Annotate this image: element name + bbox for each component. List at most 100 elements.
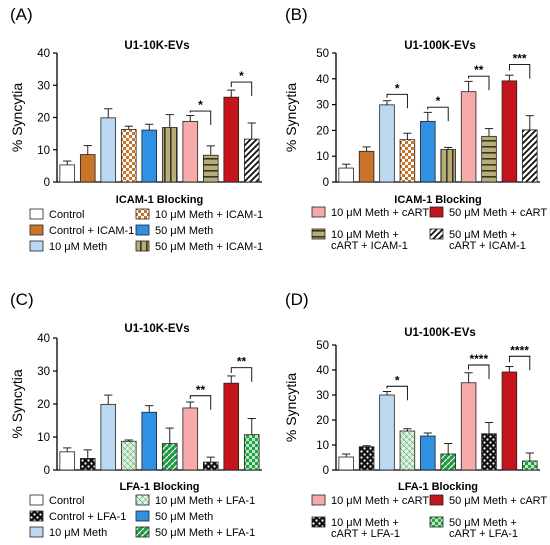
legend-swatch bbox=[29, 240, 44, 252]
bar bbox=[141, 411, 158, 471]
legend-swatch bbox=[29, 510, 44, 522]
legend-swatch bbox=[29, 208, 44, 220]
bar bbox=[100, 403, 117, 471]
legend-swatch bbox=[135, 510, 150, 522]
y-tick-label: 30 bbox=[316, 390, 329, 402]
y-tick-label: 20 bbox=[37, 399, 50, 411]
chart-title: U1-10K-EVs bbox=[124, 40, 189, 52]
bar bbox=[223, 382, 240, 471]
legend-label: 10 μM Meth bbox=[49, 241, 107, 253]
y-tick-label: 30 bbox=[316, 100, 329, 112]
significance-label: * bbox=[239, 69, 244, 83]
legend-label: 10 μM Meth + LFA-1 bbox=[155, 495, 255, 507]
y-tick-label: 30 bbox=[37, 80, 50, 92]
y-tick-label: 10 bbox=[316, 151, 329, 163]
legend-swatch bbox=[135, 240, 150, 252]
y-tick-label: 10 bbox=[37, 145, 50, 157]
bar bbox=[440, 149, 456, 183]
y-tick-label: 10 bbox=[316, 440, 329, 452]
legend-label: 50 μM Meth + cART bbox=[449, 207, 547, 219]
y-tick-label: 20 bbox=[316, 415, 329, 427]
bar bbox=[501, 371, 518, 471]
legend-label: cART + ICAM-1 bbox=[331, 240, 408, 252]
legend-label: Control bbox=[49, 495, 84, 507]
legend-swatch bbox=[135, 208, 150, 220]
bar bbox=[100, 117, 117, 183]
significance-bracket bbox=[230, 367, 253, 382]
panel-letter: (C) bbox=[10, 290, 34, 309]
chart-title: U1-100K-EVs bbox=[404, 327, 476, 339]
legend-swatch bbox=[135, 224, 150, 236]
legend-label: 10 μM Meth + cART bbox=[331, 207, 429, 219]
bar bbox=[522, 129, 538, 183]
bar bbox=[379, 394, 395, 471]
y-axis-label: % Syncytia bbox=[9, 83, 25, 152]
bar bbox=[223, 96, 240, 183]
significance-bracket bbox=[468, 75, 490, 91]
bar bbox=[358, 150, 375, 183]
significance-label: * bbox=[436, 94, 441, 108]
legend-swatch bbox=[311, 228, 326, 240]
panel-letter: (A) bbox=[10, 5, 33, 24]
bar bbox=[243, 434, 260, 471]
x-axis-label: ICAM-1 Blocking bbox=[394, 194, 481, 206]
significance-label: ** bbox=[196, 383, 206, 397]
significance-label: * bbox=[395, 373, 400, 387]
y-tick-label: 0 bbox=[44, 465, 50, 477]
significance-label: ** bbox=[474, 63, 484, 77]
bar bbox=[161, 127, 178, 183]
legend-swatch bbox=[135, 526, 150, 538]
significance-bracket bbox=[427, 106, 449, 122]
significance-label: *** bbox=[513, 52, 527, 66]
bar bbox=[379, 104, 395, 183]
bar bbox=[243, 138, 260, 183]
legend-label: 10 μM Meth + bbox=[331, 229, 399, 241]
legend-label: 10 μM Meth + cART bbox=[331, 495, 429, 507]
significance-bracket bbox=[386, 93, 408, 109]
significance-bracket bbox=[230, 81, 253, 97]
bar bbox=[79, 458, 96, 471]
legend-label: 50 μM Meth + bbox=[449, 517, 517, 529]
legend-label: Control bbox=[49, 209, 84, 221]
y-tick-label: 50 bbox=[316, 340, 329, 352]
bar bbox=[399, 430, 416, 471]
significance-label: * bbox=[198, 98, 203, 112]
legend-label: 50 μM Meth bbox=[155, 225, 213, 237]
legend: 10 μM Meth + cART 50 μM Meth + cART 10 μM … bbox=[311, 494, 547, 540]
bar bbox=[338, 456, 354, 471]
bar bbox=[501, 80, 518, 183]
y-tick-label: 40 bbox=[316, 74, 329, 86]
chart-title: U1-100K-EVs bbox=[404, 40, 476, 52]
bar bbox=[481, 433, 497, 471]
significance-bracket bbox=[508, 64, 531, 79]
y-tick-label: 50 bbox=[316, 48, 329, 60]
legend-label: 10 μM Meth + ICAM-1 bbox=[155, 209, 263, 221]
y-tick-label: 0 bbox=[44, 177, 50, 189]
legend-label: cART + ICAM-1 bbox=[449, 240, 526, 252]
significance-label: **** bbox=[510, 343, 529, 357]
bar bbox=[522, 460, 538, 471]
y-tick-label: 20 bbox=[37, 113, 50, 125]
bar bbox=[338, 167, 354, 183]
bar bbox=[460, 382, 477, 471]
legend-swatch bbox=[29, 224, 44, 236]
legend: Control 10 μM Meth + LFA-1 Control + LFA-1… bbox=[29, 494, 255, 539]
chart-panel-b: (B)U1-100K-EVs% Syncytia01020304050*****… bbox=[283, 5, 547, 252]
legend-label: Control + ICAM-1 bbox=[49, 225, 134, 237]
legend-label: 50 μM Meth + LFA-1 bbox=[155, 527, 255, 539]
legend-swatch bbox=[135, 494, 150, 506]
chart-panel-a: (A) U1-10K-EVs % Syncytia 0 10 20 30 40 * * ICAM-1… bbox=[9, 5, 263, 253]
bar bbox=[141, 129, 158, 183]
legend-label: cART + LFA-1 bbox=[449, 528, 518, 540]
y-tick-label: 40 bbox=[37, 333, 50, 345]
significance-bracket bbox=[468, 364, 490, 379]
bar bbox=[440, 453, 456, 471]
bar bbox=[59, 451, 76, 471]
legend-swatch bbox=[429, 206, 444, 218]
y-axis-label: % Syncytia bbox=[283, 83, 299, 152]
legend-label: Control + LFA-1 bbox=[49, 511, 126, 523]
significance-bracket bbox=[508, 355, 531, 371]
x-axis-label: LFA-1 Blocking bbox=[119, 481, 199, 493]
legend-swatch bbox=[311, 494, 326, 506]
